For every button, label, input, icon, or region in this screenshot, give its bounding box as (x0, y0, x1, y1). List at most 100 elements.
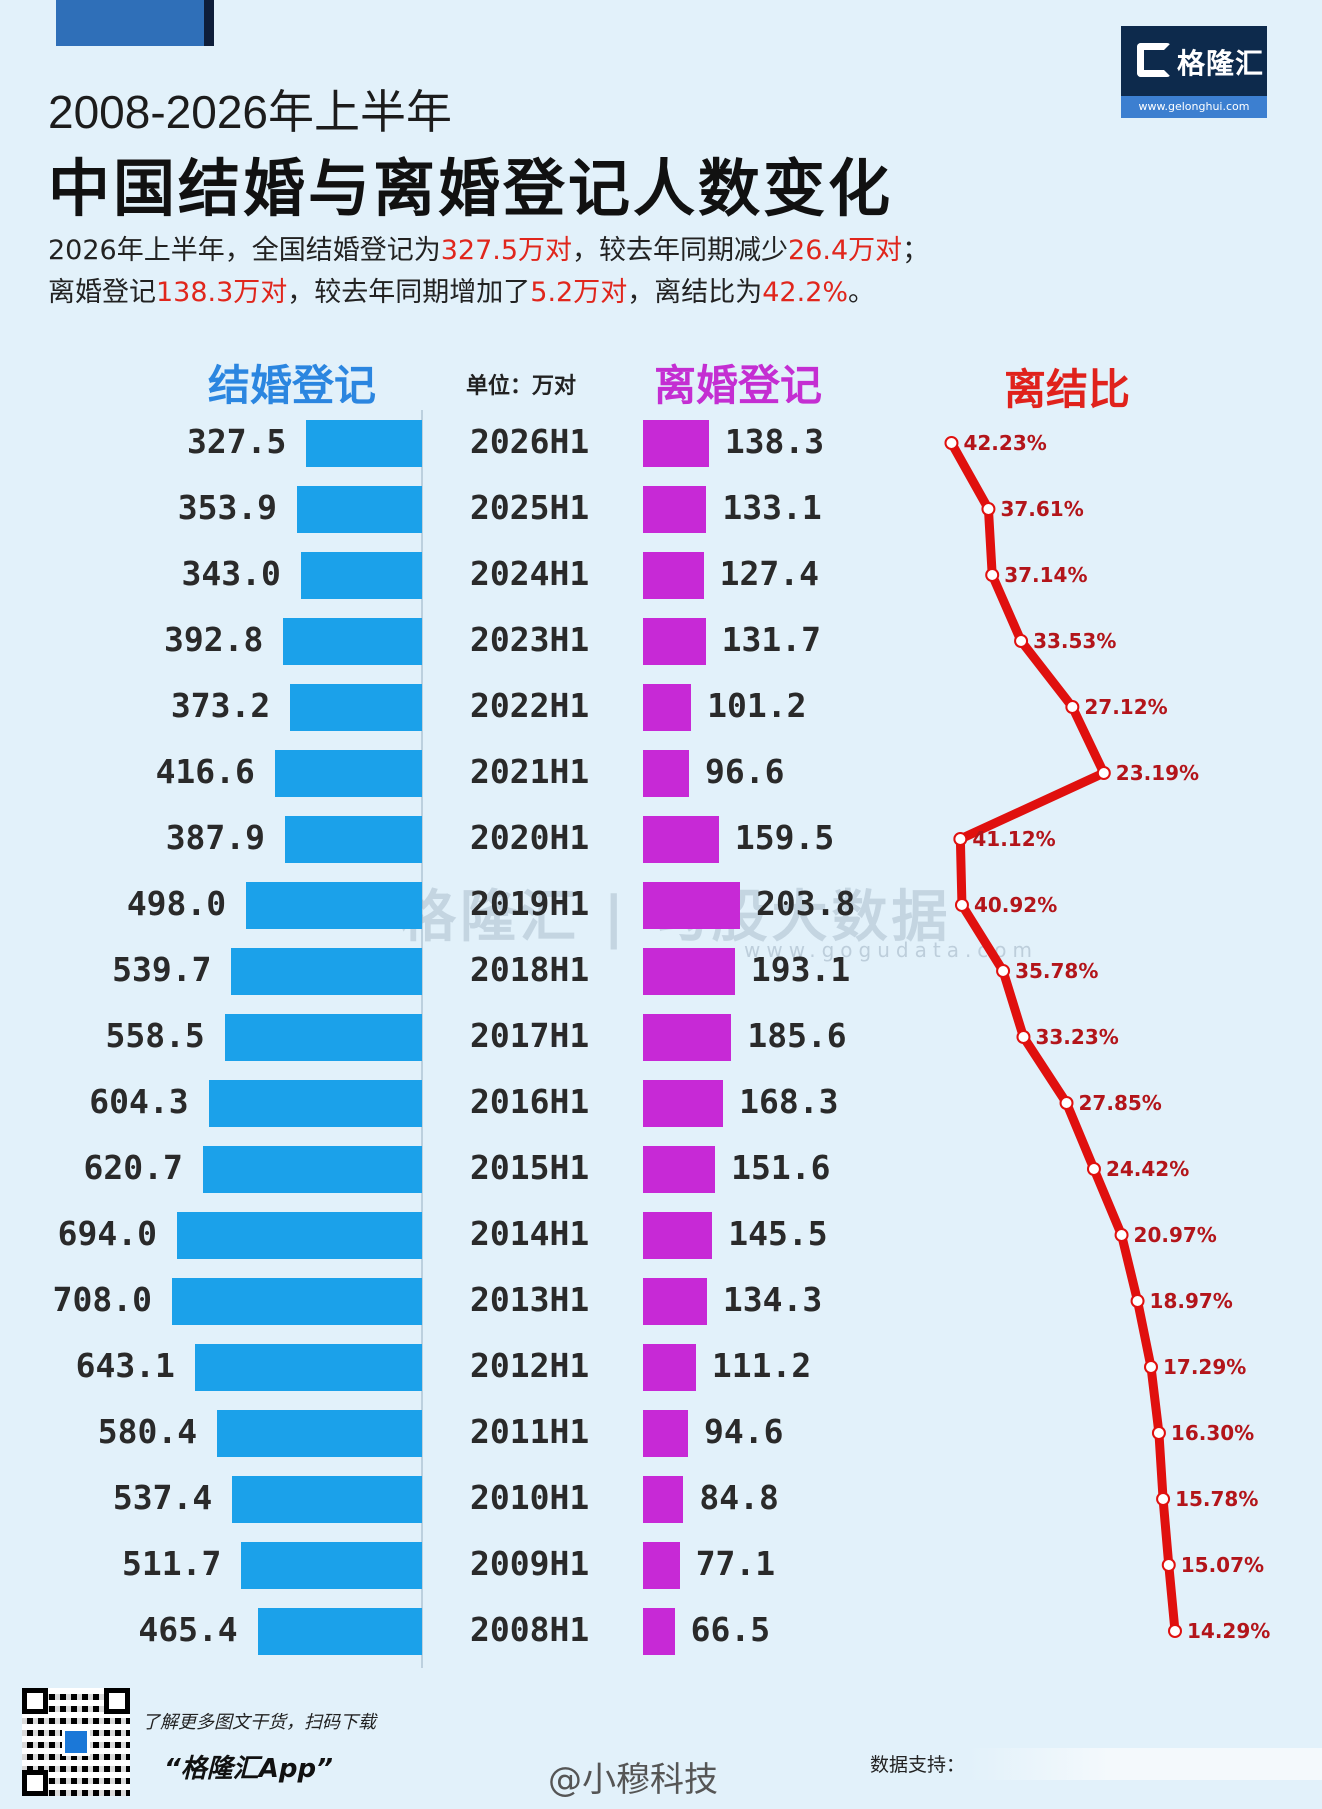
divorce-bar (643, 948, 735, 995)
year-label: 2015H1 (470, 1148, 590, 1187)
divorce-bar (643, 882, 740, 929)
divorce-value-label: 111.2 (711, 1346, 812, 1385)
chart-row: 604.3 2016H1 168.3 (0, 1070, 1322, 1136)
divorce-value-label: 77.1 (695, 1544, 776, 1583)
marriage-bar (176, 1212, 422, 1259)
summary-text: 2026年上半年，全国结婚登记为 (48, 235, 441, 266)
app-name: “格隆汇App” (164, 1754, 333, 1784)
divorce-column-header: 离婚登记 (654, 361, 823, 410)
source-fade-overlay (968, 1748, 1322, 1780)
summary-text: ，较去年同期增加了 (287, 277, 531, 308)
marriage-bar (290, 684, 422, 731)
divorce-value-label: 131.7 (721, 620, 822, 659)
summary-highlight: 26.4万对 (788, 235, 903, 266)
summary-highlight: 138.3万对 (156, 277, 288, 308)
chart-row: 327.5 2026H1 138.3 (0, 410, 1322, 476)
marriage-bar (202, 1146, 422, 1193)
qr-logo-icon (62, 1728, 90, 1756)
divorce-value-label: 134.3 (722, 1280, 823, 1319)
marriage-value-label: 511.7 (121, 1544, 222, 1583)
summary-highlight: 42.2% (762, 277, 849, 308)
summary-text: ，较去年同期减少 (572, 235, 789, 266)
summary-highlight: 5.2万对 (530, 277, 628, 308)
ratio-column-header: 离结比 (1004, 365, 1131, 414)
year-label: 2024H1 (470, 554, 590, 593)
marriage-bar (285, 816, 422, 863)
divorce-bar (643, 816, 719, 863)
divorce-bar (643, 1542, 680, 1589)
marriage-bar (241, 1542, 422, 1589)
marriage-bar (217, 1410, 422, 1457)
marriage-bar (300, 552, 422, 599)
summary-line-2: 离婚登记138.3万对，较去年同期增加了5.2万对，离结比为42.2%。 (48, 270, 875, 309)
chart-row: 694.0 2014H1 145.5 (0, 1202, 1322, 1268)
logo-g-icon (1137, 43, 1171, 77)
divorce-value-label: 94.6 (704, 1412, 784, 1451)
summary-text: ，离结比为 (627, 277, 763, 308)
chart-row: 392.8 2023H1 131.7 (0, 608, 1322, 674)
year-label: 2016H1 (470, 1082, 590, 1121)
marriage-bar (208, 1080, 422, 1127)
marriage-bar (306, 420, 422, 467)
marriage-bar (246, 882, 422, 929)
chart-row: 558.5 2017H1 185.6 (0, 1004, 1322, 1070)
divorce-value-label: 66.5 (690, 1610, 771, 1649)
marriage-bar (257, 1608, 422, 1655)
divorce-bar (643, 1344, 696, 1391)
divorce-value-label: 145.5 (728, 1214, 828, 1253)
divorce-bar (643, 1080, 724, 1127)
marriage-value-label: 498.0 (126, 884, 227, 923)
marriage-bar (232, 1476, 422, 1523)
unit-label: 单位：万对 (466, 374, 577, 399)
marriage-bar (194, 1344, 422, 1391)
marriage-value-label: 539.7 (112, 950, 212, 989)
summary-line-1: 2026年上半年，全国结婚登记为327.5万对，较去年同期减少26.4万对； (48, 228, 929, 267)
chart-row: 580.4 2011H1 94.6 (0, 1400, 1322, 1466)
marriage-bar (274, 750, 422, 797)
divorce-bar (643, 750, 689, 797)
marriage-bar (283, 618, 422, 665)
chart-row: 416.6 2021H1 96.6 (0, 740, 1322, 806)
marriage-value-label: 387.9 (165, 818, 266, 857)
logo-url: www.gelonghui.com (1121, 96, 1267, 118)
divorce-bar (643, 486, 707, 533)
divorce-bar (643, 1608, 675, 1655)
marriage-value-label: 392.8 (163, 620, 264, 659)
marriage-bar (297, 486, 422, 533)
year-label: 2026H1 (470, 422, 590, 461)
chart-title-line2: 中国结婚与离婚登记人数变化 (48, 152, 894, 225)
chart-row: 708.0 2013H1 134.3 (0, 1268, 1322, 1334)
year-label: 2008H1 (470, 1610, 590, 1649)
divorce-bar (643, 1278, 707, 1325)
marriage-value-label: 327.5 (187, 422, 287, 461)
marriage-bar (224, 1014, 422, 1061)
divorce-bar (643, 1410, 689, 1457)
chart-row: 498.0 2019H1 203.8 (0, 872, 1322, 938)
divorce-value-label: 138.3 (724, 422, 825, 461)
marriage-value-label: 604.3 (89, 1082, 189, 1121)
top-accent-tab (56, 0, 214, 46)
divorce-value-label: 84.8 (699, 1478, 779, 1517)
marriage-bar (172, 1278, 422, 1325)
year-label: 2018H1 (470, 950, 590, 989)
summary-text: ； (902, 235, 930, 266)
divorce-bar (643, 1476, 684, 1523)
year-label: 2025H1 (470, 488, 590, 527)
marriage-value-label: 643.1 (75, 1346, 175, 1385)
chart-row: 387.9 2020H1 159.5 (0, 806, 1322, 872)
marriage-value-label: 537.4 (112, 1478, 213, 1517)
divorce-bar (643, 618, 706, 665)
marriage-value-label: 558.5 (105, 1016, 205, 1055)
divorce-value-label: 101.2 (707, 686, 807, 725)
qr-code[interactable] (22, 1688, 130, 1796)
divorce-bar (643, 1146, 716, 1193)
chart-row: 465.4 2008H1 66.5 (0, 1598, 1322, 1664)
scan-prompt: 了解更多图文干货，扫码下载 (142, 1712, 376, 1733)
divorce-value-label: 203.8 (756, 884, 856, 923)
year-label: 2012H1 (470, 1346, 590, 1385)
year-label: 2020H1 (470, 818, 590, 857)
divorce-value-label: 127.4 (719, 554, 819, 593)
data-source-label: 数据支持： (870, 1754, 966, 1776)
year-label: 2009H1 (470, 1544, 590, 1583)
chart-row: 539.7 2018H1 193.1 (0, 938, 1322, 1004)
